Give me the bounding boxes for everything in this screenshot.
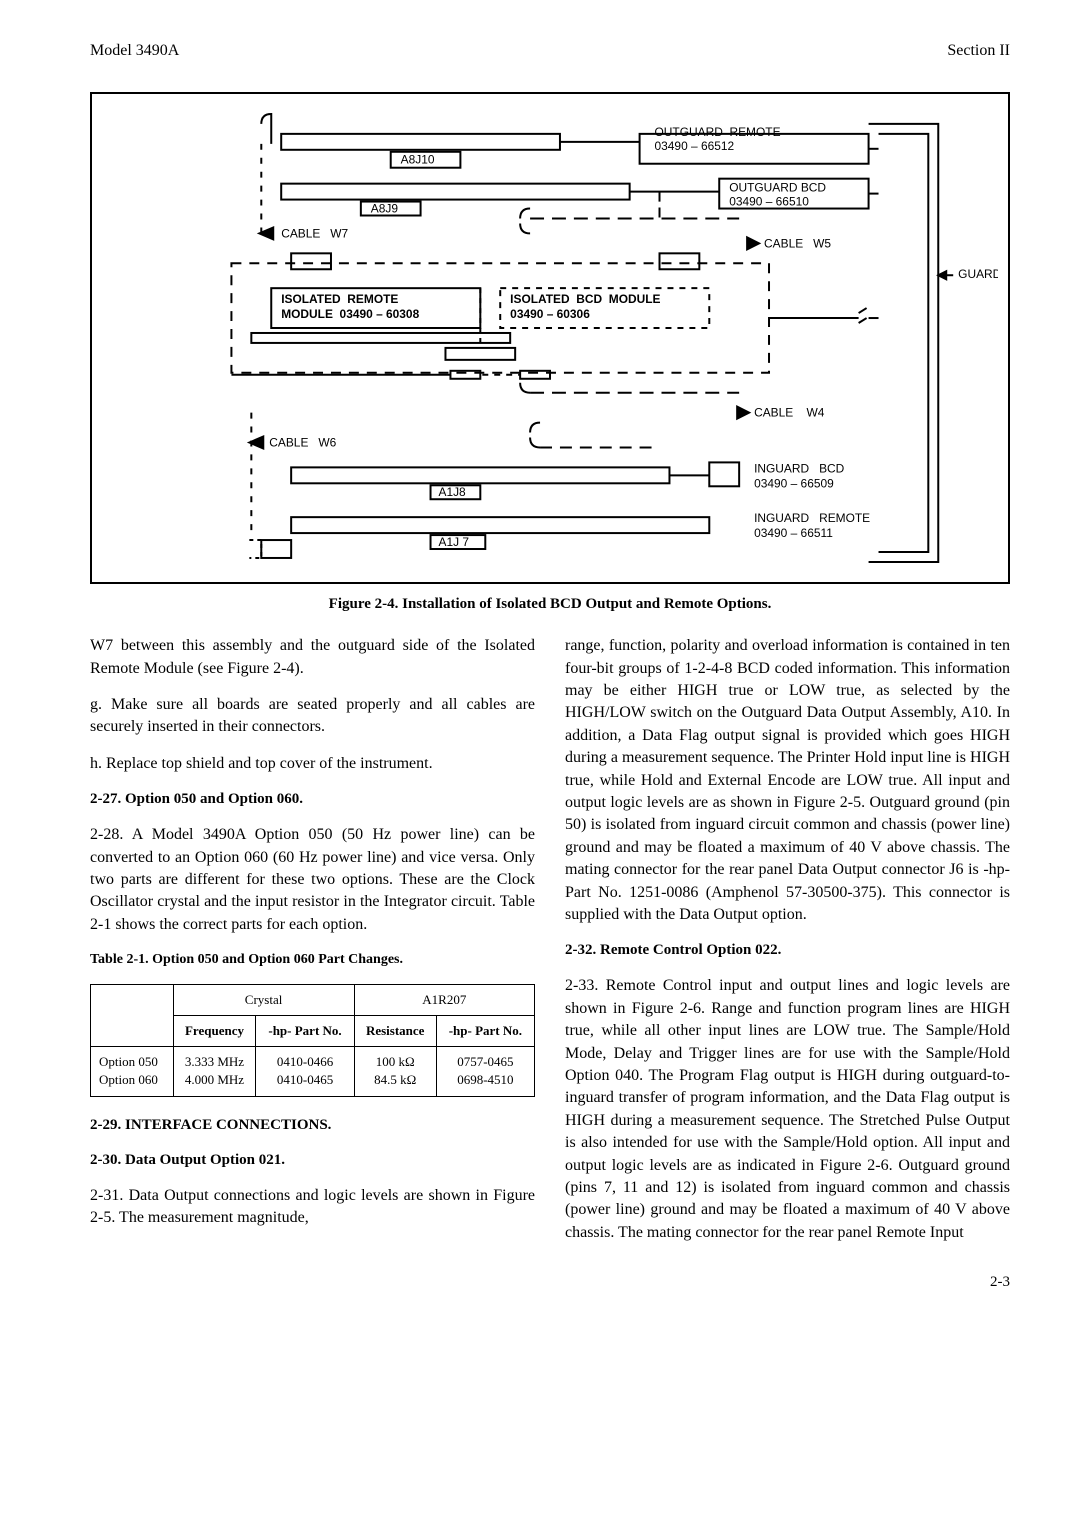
para-range: range, function, polarity and overload i… <box>565 635 1010 926</box>
crystal-header: Crystal <box>173 984 354 1015</box>
outguard-bcd-label: OUTGUARD BCD 03490 – 66510 <box>729 181 829 209</box>
para-h: h. Replace top shield and top cover of t… <box>90 753 535 775</box>
outguard-remote-label: OUTGUARD REMOTE 03490 – 66512 <box>655 125 784 153</box>
inguard-bcd-label: INGUARD BCD 03490 – 66509 <box>754 462 848 491</box>
opt050-cpart: 0410-0466 <box>277 1054 333 1069</box>
cable-w6-label: CABLE W6 <box>269 436 336 450</box>
para-w7: W7 between this assembly and the outguar… <box>90 635 535 680</box>
table-2-1-caption: Table 2-1. Option 050 and Option 060 Par… <box>90 950 535 970</box>
opt050-freq: 3.333 MHz <box>185 1054 244 1069</box>
opt060-res: 84.5 kΩ <box>374 1072 416 1087</box>
header-left: Model 3490A <box>90 40 179 62</box>
cpart-cell: 0410-0466 0410-0465 <box>256 1047 354 1096</box>
heading-2-29: 2-29. INTERFACE CONNECTIONS. <box>90 1115 535 1136</box>
a8j9-label: A8J9 <box>371 202 399 216</box>
option-labels-cell: Option 050 Option 060 <box>91 1047 174 1096</box>
heading-2-32: 2-32. Remote Control Option 022. <box>565 940 1010 961</box>
inguard-remote-label: INGUARD REMOTE 03490 – 66511 <box>754 512 873 541</box>
page-number: 2-3 <box>90 1272 1010 1293</box>
figure-caption: Figure 2-4. Installation of Isolated BCD… <box>90 594 1010 615</box>
rpart-cell: 0757-0465 0698-4510 <box>436 1047 534 1096</box>
opt050-rpart: 0757-0465 <box>457 1054 513 1069</box>
opt060-cpart: 0410-0465 <box>277 1072 333 1087</box>
para-2-31: 2-31. Data Output connections and logic … <box>90 1185 535 1230</box>
text-columns: W7 between this assembly and the outguar… <box>90 635 1010 1258</box>
hp-part-2-header: -hp- Part No. <box>436 1015 534 1046</box>
opt050-label: Option 050 <box>99 1054 158 1069</box>
resistance-header: Resistance <box>354 1015 436 1046</box>
cable-w4-label: CABLE W4 <box>754 406 825 420</box>
isolated-bcd-label: ISOLATED BCD MODULE 03490 – 60306 <box>510 292 664 321</box>
header-right: Section II <box>947 40 1010 62</box>
res-cell: 100 kΩ 84.5 kΩ <box>354 1047 436 1096</box>
a8j10-label: A8J10 <box>401 153 435 167</box>
para-2-28: 2-28. A Model 3490A Option 050 (50 Hz po… <box>90 824 535 936</box>
isolated-remote-label: ISOLATED REMOTE MODULE 03490 – 60308 <box>281 292 419 321</box>
hp-part-1-header: -hp- Part No. <box>256 1015 354 1046</box>
a1r207-header: A1R207 <box>354 984 534 1015</box>
a1j8-label: A1J8 <box>438 486 466 500</box>
opt060-freq: 4.000 MHz <box>185 1072 244 1087</box>
table-blank-header <box>91 984 174 1046</box>
left-column: W7 between this assembly and the outguar… <box>90 635 535 1258</box>
a1j7-label: A1J 7 <box>438 535 469 549</box>
opt060-rpart: 0698-4510 <box>457 1072 513 1087</box>
opt060-label: Option 060 <box>99 1072 158 1087</box>
opt050-res: 100 kΩ <box>376 1054 415 1069</box>
cable-w7-label: CABLE W7 <box>281 227 348 241</box>
figure-2-4-diagram: GUARD OUTGUARD REMOTE 03490 – 66512 OUTG… <box>90 92 1010 584</box>
para-2-33: 2-33. Remote Control input and output li… <box>565 975 1010 1244</box>
freq-header: Frequency <box>173 1015 256 1046</box>
cable-w5-label: CABLE W5 <box>764 237 831 251</box>
freq-cell: 3.333 MHz 4.000 MHz <box>173 1047 256 1096</box>
right-column: range, function, polarity and overload i… <box>565 635 1010 1258</box>
heading-2-27: 2-27. Option 050 and Option 060. <box>90 789 535 810</box>
parts-table: Crystal A1R207 Frequency -hp- Part No. R… <box>90 984 535 1097</box>
page-header: Model 3490A Section II <box>90 40 1010 62</box>
para-g: g. Make sure all boards are seated prope… <box>90 694 535 739</box>
heading-2-30: 2-30. Data Output Option 021. <box>90 1150 535 1171</box>
guard-label: GUARD <box>958 268 998 282</box>
